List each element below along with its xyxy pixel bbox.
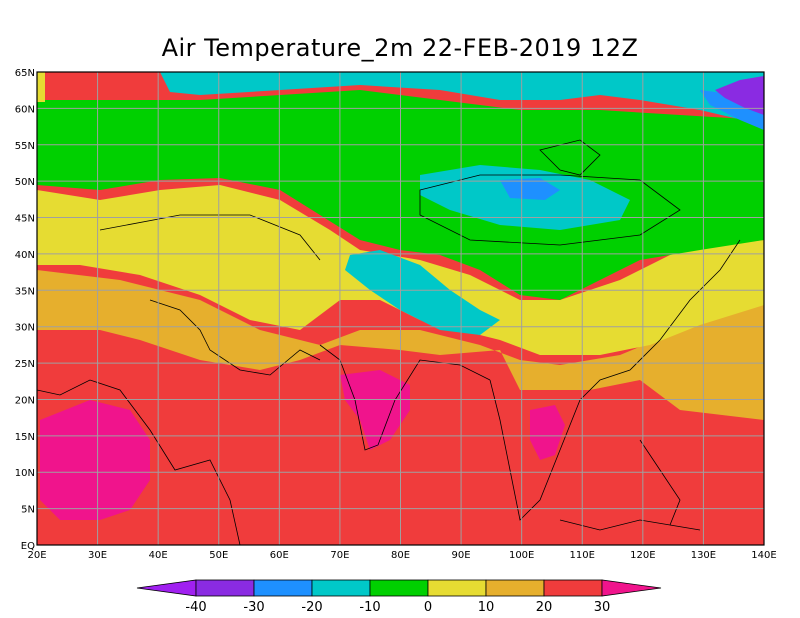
longitude-label: 100E [509,550,534,561]
longitude-label: 120E [630,550,655,561]
longitude-labels: 20E 30E 40E 50E 60E 70E 80E 90E 100E 110E 120E 130E… [27,550,776,561]
longitude-label: 130E [691,550,716,561]
latitude-label: 20N [15,395,35,406]
colorbar-low-arrow [136,579,197,597]
colorbar-tick-label: -30 [243,600,264,615]
latitude-label: 55N [15,141,35,152]
longitude-label: 40E [149,550,168,561]
longitude-label: 60E [270,550,289,561]
latitude-label: 60N [15,104,35,115]
latitude-label: 15N [15,432,35,443]
colorbar-segment [311,579,371,597]
colorbar-segment [369,579,429,597]
longitude-label: 30E [88,550,107,561]
longitude-label: 90E [452,550,471,561]
latitude-label: EQ [21,541,35,552]
map-title: Air Temperature_2m 22-FEB-2019 12Z [161,34,639,62]
longitude-label: 70E [330,550,349,561]
colorbar-segment [253,579,313,597]
latitude-label: 5N [21,505,35,516]
latitude-label: 25N [15,359,35,370]
colorbar-high-arrow [601,579,662,597]
longitude-label: 140E [751,550,776,561]
latitude-label: 30N [15,323,35,334]
colorbar-tick-label: -20 [301,600,322,615]
colorbar-tick-label: 10 [478,600,495,615]
colorbar-tick-label: 30 [594,600,611,615]
graticule [37,72,764,545]
latitude-label: 35N [15,286,35,297]
colorbar-tick-label: 0 [424,600,432,615]
latitude-labels: EQ 5N 10N 15N 20N 25N 30N 35N 40N 45N 50N 55N 60N 65N [15,68,35,552]
colorbar-segment [543,579,603,597]
latitude-label: 40N [15,250,35,261]
latitude-label: 45N [15,214,35,225]
latitude-label: 10N [15,468,35,479]
longitude-label: 80E [391,550,410,561]
longitude-label: 110E [570,550,595,561]
latitude-label: 50N [15,177,35,188]
longitude-label: 20E [27,550,46,561]
longitude-label: 50E [209,550,228,561]
colorbar-tick-label: 20 [536,600,553,615]
colorbar-segment [427,579,487,597]
colorbar-labels: -40 -30 -20 -10 0 10 20 30 [185,600,610,615]
colorbar-segment [195,579,255,597]
colorbar-tick-label: -40 [185,600,206,615]
map-frame [36,71,765,546]
colorbar [136,579,662,597]
latitude-label: 65N [15,68,35,79]
colorbar-segment [485,579,545,597]
colorbar-tick-label: -10 [359,600,380,615]
